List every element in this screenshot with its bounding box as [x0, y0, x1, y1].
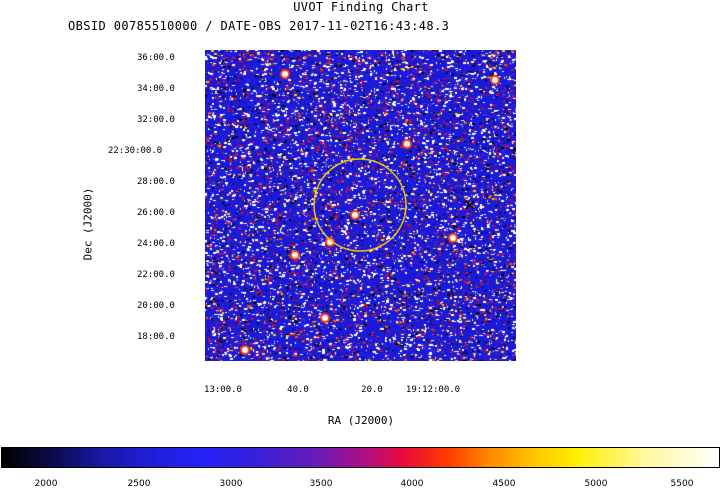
dec-tick-label: 18:00.0 — [137, 332, 175, 342]
dec-tick-label: 36:00.0 — [137, 53, 175, 63]
ra-tick-label: 13:00.0 — [204, 385, 242, 395]
ra-tick-label: 40.0 — [287, 385, 309, 395]
ra-tick-label: 19:12:00.0 — [405, 385, 461, 395]
colorbar-tick-label: 5500 — [670, 479, 694, 489]
dec-tick-label: 22:30:00.0 — [108, 146, 163, 156]
colorbar — [1, 447, 720, 468]
colorbar-tick-label: 4500 — [492, 479, 516, 489]
source-region-circle — [313, 158, 407, 252]
chart-title: UVOT Finding Chart — [293, 0, 429, 14]
colorbar-tick-label: 3000 — [219, 479, 243, 489]
overlay — [313, 158, 475, 252]
dec-tick-label: 20:00.0 — [137, 301, 175, 311]
dec-tick-label: 22:00.0 — [137, 270, 175, 280]
dec-tick-label: 24:00.0 — [137, 239, 175, 249]
x-axis-label: RA (J2000) — [327, 414, 395, 427]
dec-tick-label: 28:00.0 — [137, 177, 175, 187]
source-marker-icon — [465, 200, 475, 210]
colorbar-tick-label: 2500 — [127, 479, 151, 489]
dec-tick-label: 34:00.0 — [137, 84, 175, 94]
sky-image[interactable] — [205, 50, 516, 361]
observation-subtitle: OBSID 00785510000 / DATE-OBS 2017-11-02T… — [68, 19, 450, 33]
colorbar-tick-label: 3500 — [309, 479, 333, 489]
sky-image-canvas — [205, 50, 516, 361]
colorbar-tick-label: 4000 — [400, 479, 424, 489]
dec-tick-label: 26:00.0 — [137, 208, 175, 218]
colorbar-tick-label: 5000 — [584, 479, 608, 489]
dec-tick-label: 32:00.0 — [137, 115, 175, 125]
ra-tick-label: 20.0 — [361, 385, 383, 395]
y-axis-label: Dec (J2000) — [81, 187, 95, 261]
colorbar-tick-label: 2000 — [34, 479, 58, 489]
